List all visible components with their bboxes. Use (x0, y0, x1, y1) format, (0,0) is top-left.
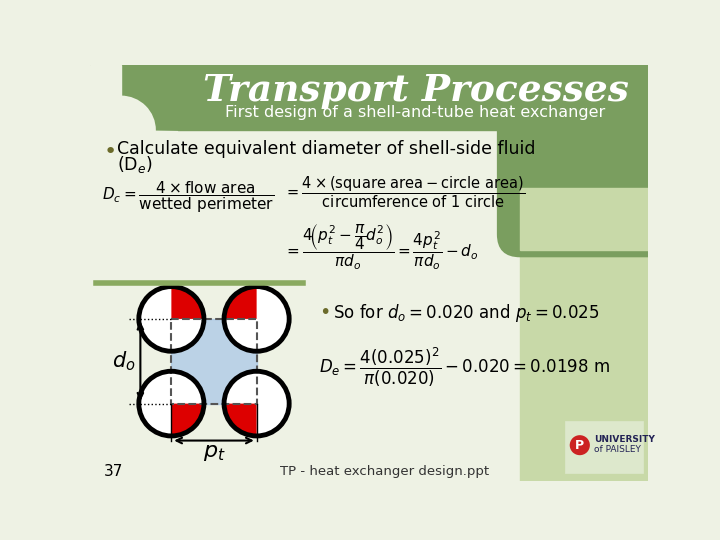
Circle shape (224, 287, 289, 351)
Text: $= \dfrac{4\!\left(p_t^2 - \dfrac{\pi}{4}d_o^2\right)}{\pi d_o} = \dfrac{4p_t^2}: $= \dfrac{4\!\left(p_t^2 - \dfrac{\pi}{4… (284, 222, 478, 272)
Circle shape (86, 96, 156, 165)
Bar (565, 421, 642, 473)
Text: TP - heat exchanger design.ppt: TP - heat exchanger design.ppt (280, 465, 489, 478)
Text: UNIVERSITY: UNIVERSITY (594, 435, 654, 444)
Text: (D$_e$): (D$_e$) (117, 154, 153, 175)
Text: $= \dfrac{4 \times \left(\mathrm{square\ area} - \mathrm{circle\ area}\right)}{\: $= \dfrac{4 \times \left(\mathrm{square\… (284, 175, 525, 211)
Text: First design of a shell-and-tube heat exchanger: First design of a shell-and-tube heat ex… (225, 105, 606, 120)
Bar (90, 65, 648, 130)
Text: Calculate equivalent diameter of shell-side fluid: Calculate equivalent diameter of shell-s… (117, 140, 536, 158)
Text: of PAISLEY: of PAISLEY (594, 444, 641, 454)
Wedge shape (171, 403, 204, 436)
Wedge shape (171, 287, 204, 319)
Circle shape (570, 435, 590, 455)
Wedge shape (224, 403, 256, 436)
Bar (520, 130, 648, 481)
Bar (171, 319, 256, 403)
Bar (90, 65, 121, 130)
Text: •: • (104, 142, 117, 162)
Bar (171, 319, 256, 403)
Text: $d_o$: $d_o$ (112, 349, 135, 373)
FancyBboxPatch shape (497, 88, 671, 257)
Bar (520, 188, 648, 249)
Text: $D_c = \dfrac{4 \times \mathrm{flow\ area}}{\mathrm{wetted\ perimeter}}$: $D_c = \dfrac{4 \times \mathrm{flow\ are… (102, 179, 274, 214)
Circle shape (139, 287, 204, 351)
Text: $D_e = \dfrac{4(0.025)^2}{\pi(0.020)} - 0.020 = 0.0198\ \mathrm{m}$: $D_e = \dfrac{4(0.025)^2}{\pi(0.020)} - … (319, 346, 610, 389)
Circle shape (224, 372, 289, 436)
Text: $p_t$: $p_t$ (202, 443, 225, 463)
Text: Transport Processes: Transport Processes (202, 72, 629, 109)
Text: 37: 37 (104, 464, 123, 479)
FancyBboxPatch shape (86, 96, 144, 134)
Text: P: P (575, 438, 585, 451)
Text: •: • (319, 303, 330, 322)
Circle shape (139, 372, 204, 436)
Wedge shape (224, 287, 256, 319)
Text: So for $d_o = 0.020$ and $p_t = 0.025$: So for $d_o = 0.020$ and $p_t = 0.025$ (333, 302, 599, 324)
